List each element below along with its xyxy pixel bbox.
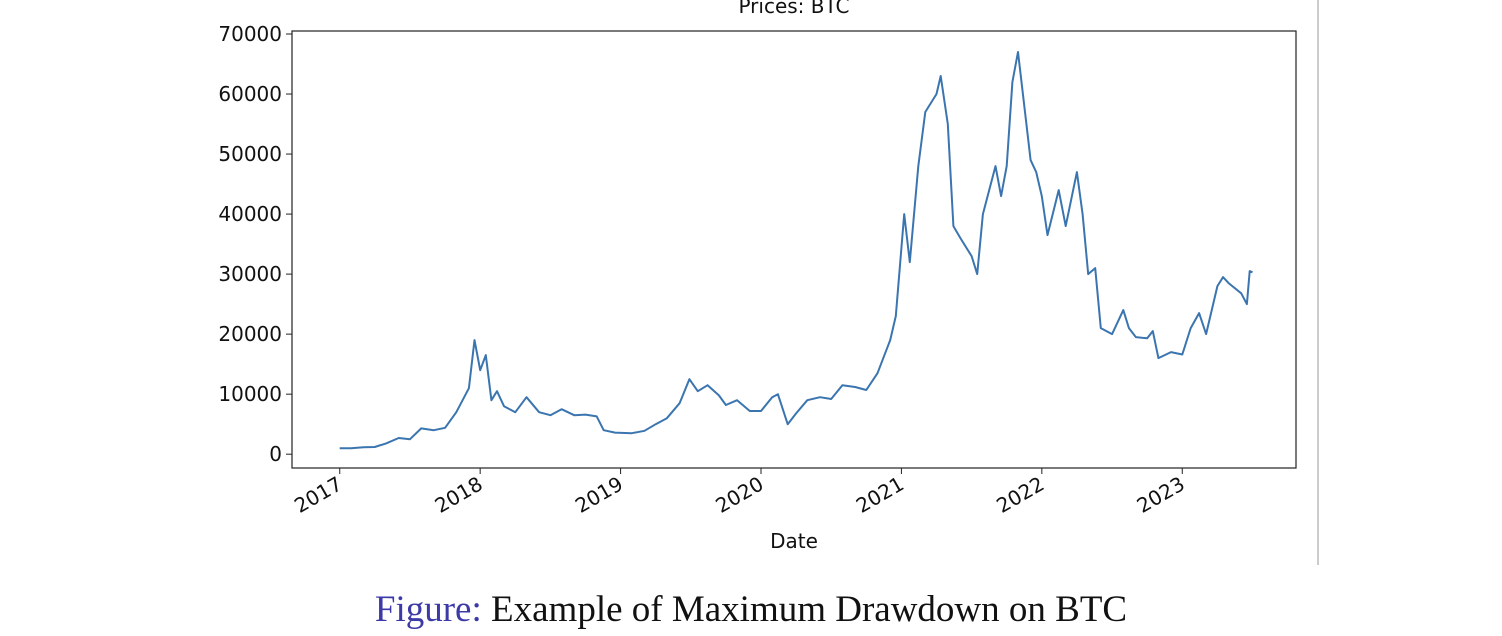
plot-frame <box>291 30 1297 469</box>
chart-title: Prices: BTC <box>738 0 849 18</box>
y-tick-label: 70000 <box>218 22 282 46</box>
caption-label: Figure: <box>374 589 482 630</box>
y-tick-label: 60000 <box>218 82 282 106</box>
x-tick-label: 2021 <box>852 472 908 518</box>
x-tick-label: 2023 <box>1133 472 1189 518</box>
caption: Figure: Example of Maximum Drawdown on B… <box>0 588 1502 631</box>
y-tick-label: 50000 <box>218 142 282 166</box>
x-tick-label: 2020 <box>711 472 767 518</box>
x-axis-label: Date <box>770 529 818 553</box>
x-tick-label: 2017 <box>290 472 346 518</box>
chart: Prices: BTC Date 0 10000 20000 30000 40000 50… <box>218 0 1319 565</box>
y-tick-label: 0 <box>269 442 282 466</box>
x-tick-label: 2022 <box>992 472 1048 518</box>
y-tick-label: 30000 <box>218 262 282 286</box>
price-line <box>339 51 1253 450</box>
x-tick-label: 2019 <box>571 472 627 518</box>
caption-text: Example of Maximum Drawdown on BTC <box>491 589 1128 630</box>
y-tick-label: 20000 <box>218 322 282 346</box>
y-tick-label: 10000 <box>218 382 282 406</box>
y-tick-label: 40000 <box>218 202 282 226</box>
x-tick-label: 2018 <box>431 472 487 518</box>
